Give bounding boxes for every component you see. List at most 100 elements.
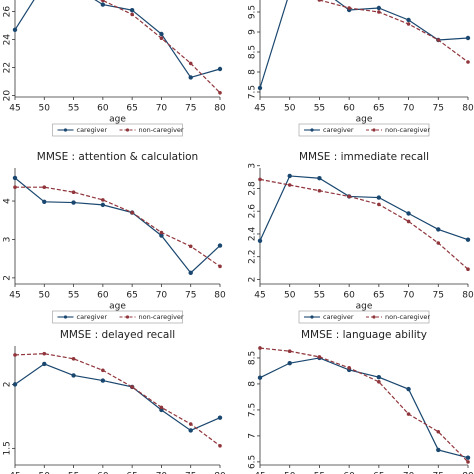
point [101, 368, 105, 373]
x-tick-label: 55 [314, 291, 325, 301]
point [12, 382, 18, 387]
point [377, 202, 381, 207]
legend-marker [372, 128, 376, 132]
x-axis-label: age [109, 302, 126, 312]
x-tick-label: 65 [126, 104, 137, 114]
legend-label: caregiver [323, 126, 354, 134]
x-tick-label: 60 [343, 472, 355, 474]
series-line [14, 0, 221, 79]
x-tick-label: 65 [126, 291, 137, 301]
point [71, 373, 76, 378]
y-tick-label: 2.4 [248, 227, 258, 242]
legend-box [298, 123, 430, 137]
y-tick-label: 20 [3, 90, 13, 102]
legend-label: non-caregiver [385, 313, 430, 321]
point [159, 233, 164, 238]
x-tick-label: 65 [373, 104, 384, 114]
x-tick-label: 45 [9, 472, 20, 474]
point [42, 351, 47, 356]
point [100, 378, 106, 383]
x-tick-label: 50 [284, 472, 296, 474]
point [218, 264, 222, 269]
legend-box [52, 310, 183, 324]
y-tick-label: 7 [248, 433, 258, 439]
x-axis-label: age [109, 115, 126, 125]
legend-marker [125, 128, 130, 132]
point [100, 2, 106, 7]
legend-marker [63, 315, 68, 319]
x-tick-label: 45 [9, 104, 20, 114]
chart-title: MMSE : delayed recall [60, 329, 175, 341]
point [217, 415, 223, 420]
x-tick-label: 50 [39, 291, 51, 301]
y-tick-label: 24 [3, 34, 13, 46]
y-tick-label: 4 [3, 198, 13, 204]
point [406, 386, 411, 392]
legend-label: caregiver [77, 313, 108, 321]
point [101, 198, 105, 202]
point [257, 238, 263, 243]
y-tick-label: 8 [248, 69, 258, 75]
x-tick-label: 65 [373, 291, 384, 301]
point [71, 190, 76, 194]
x-tick-label: 45 [254, 104, 265, 114]
x-tick-label: 55 [68, 291, 79, 301]
point [258, 177, 262, 182]
point [376, 374, 382, 380]
point [42, 185, 47, 190]
point [436, 429, 441, 434]
y-tick-label: 9 [248, 29, 258, 35]
point [71, 200, 76, 205]
point [287, 360, 292, 366]
point [159, 36, 164, 40]
x-tick-label: 75 [433, 472, 444, 474]
y-tick-label: 3 [248, 163, 258, 169]
y-tick-label: 2 [248, 277, 258, 283]
legend-label: caregiver [77, 126, 108, 134]
point [257, 85, 263, 91]
point [406, 412, 411, 416]
x-tick-label: 50 [39, 104, 51, 114]
legend-label: non-caregiver [385, 126, 430, 134]
point [406, 211, 411, 216]
x-tick-label: 75 [433, 291, 444, 301]
x-tick-label: 65 [373, 472, 384, 474]
point [42, 199, 47, 205]
series-line [259, 357, 469, 459]
legend-box [298, 310, 430, 324]
point [218, 444, 222, 448]
legend-marker [310, 315, 314, 319]
legend-marker [63, 128, 68, 132]
point [101, 0, 105, 3]
point [188, 270, 193, 276]
point [466, 460, 470, 464]
point [188, 75, 193, 80]
x-tick-label: 45 [254, 291, 265, 301]
point [100, 202, 106, 208]
legend-box [52, 123, 183, 137]
x-tick-label: 80 [214, 472, 226, 474]
point [465, 455, 471, 460]
point [12, 175, 18, 181]
y-tick-label: 6.5 [248, 455, 258, 469]
point [188, 428, 193, 433]
y-tick-label: 7.5 [248, 85, 258, 99]
legend-marker [310, 128, 314, 132]
point [217, 243, 223, 248]
x-tick-label: 70 [156, 104, 168, 114]
y-tick-label: 8 [248, 381, 258, 387]
point [129, 8, 135, 13]
x-tick-label: 80 [462, 472, 474, 474]
series-line [259, 347, 469, 463]
x-axis-label: age [356, 302, 373, 312]
x-tick-label: 70 [156, 291, 168, 301]
point [347, 366, 351, 370]
point [436, 241, 441, 245]
point [406, 17, 411, 23]
x-tick-label: 45 [254, 472, 265, 474]
x-tick-label: 55 [68, 472, 79, 474]
x-tick-label: 50 [284, 104, 296, 114]
point [465, 237, 471, 242]
